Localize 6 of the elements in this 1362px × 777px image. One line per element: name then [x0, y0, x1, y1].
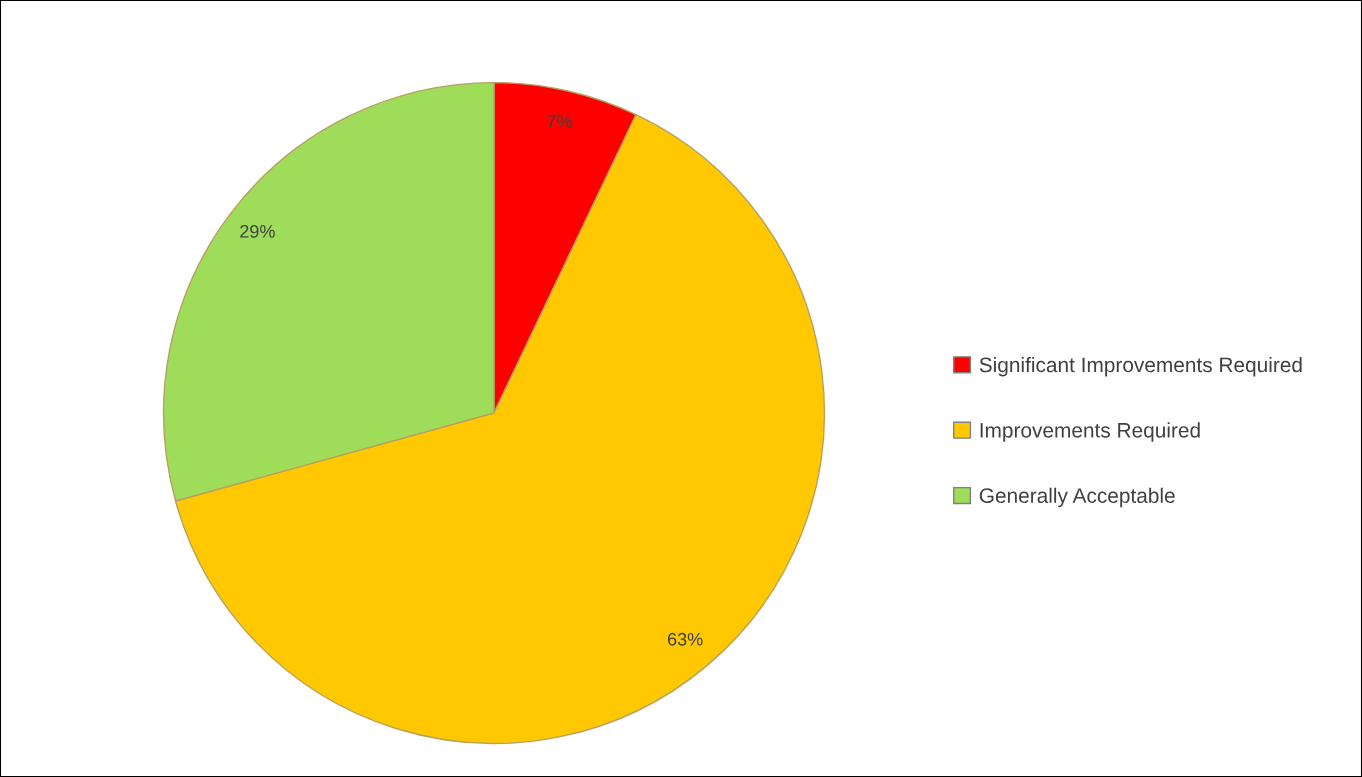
- legend-label: Improvements Required: [980, 422, 1200, 442]
- data-label: 7%: [547, 115, 572, 128]
- legend-label: Significant Improvements Required: [979, 356, 1302, 377]
- data-label: 63%: [667, 632, 703, 646]
- data-label: 29%: [240, 224, 275, 238]
- legend-label: Generally Acceptable: [979, 487, 1175, 508]
